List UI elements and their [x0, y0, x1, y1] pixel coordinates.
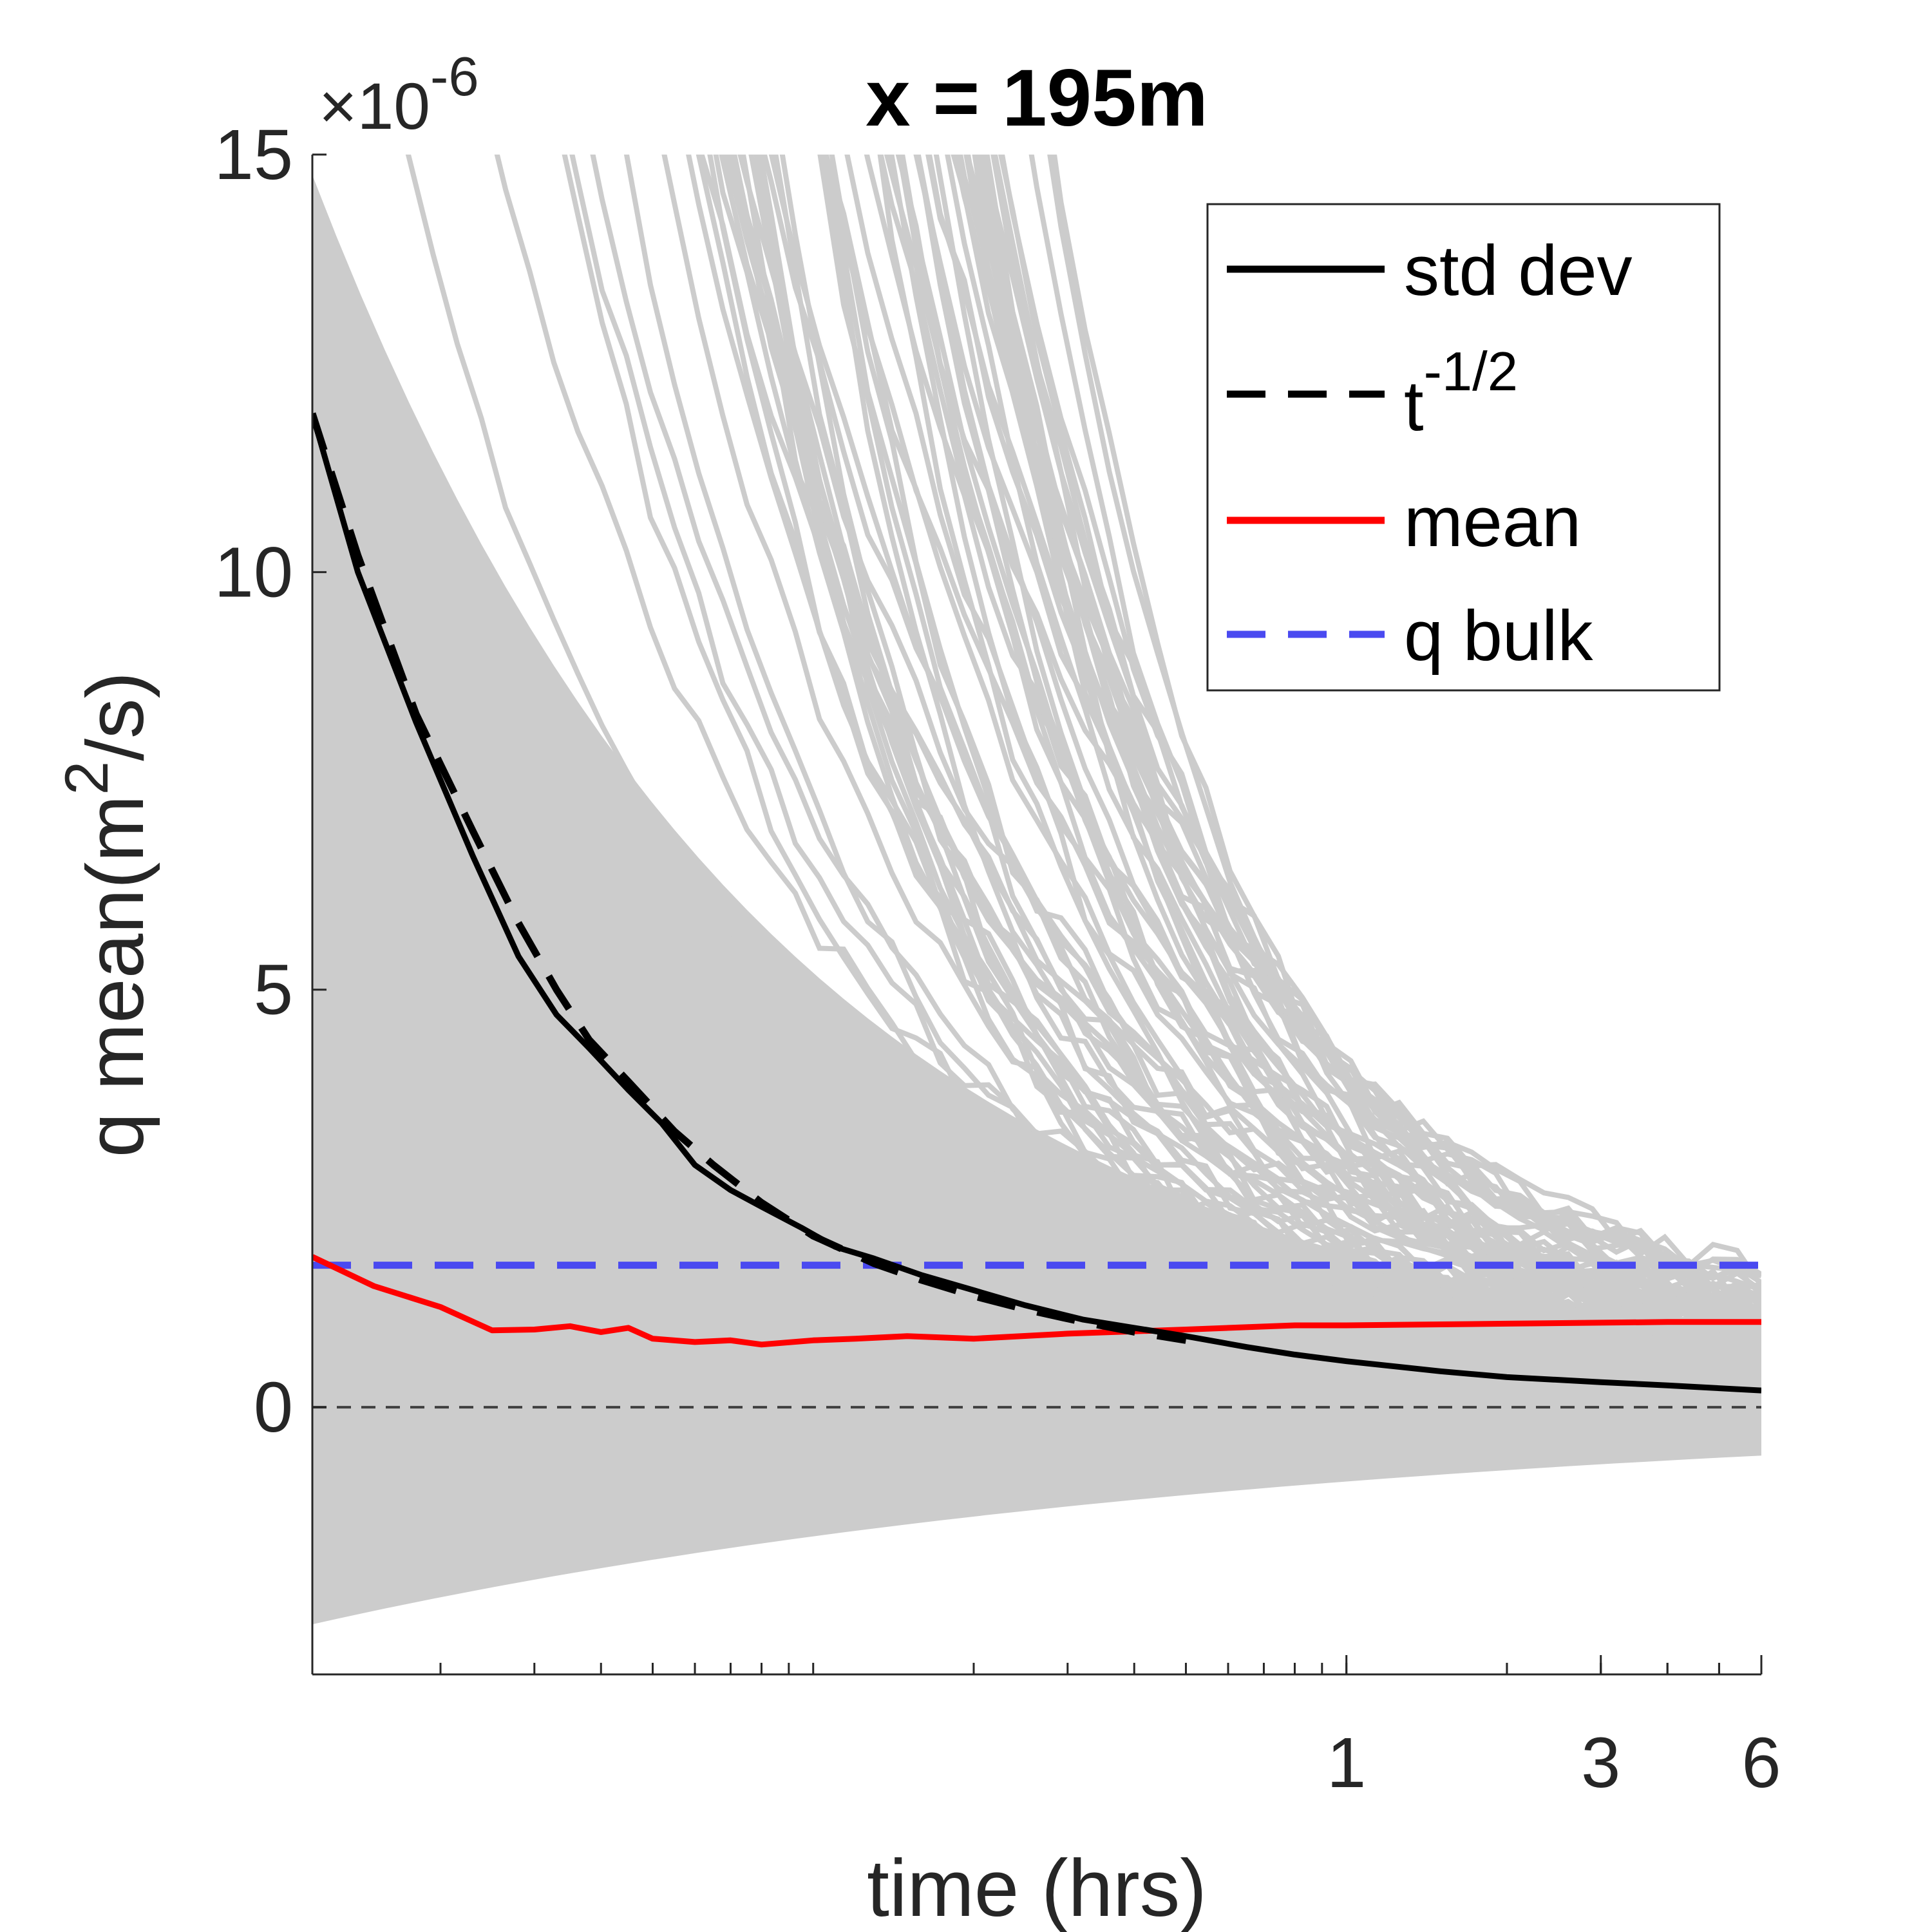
legend-entry-t-power: t-1/2	[1227, 341, 1518, 446]
axes	[311, 155, 1761, 1676]
series-mean	[312, 1254, 1761, 1348]
y-axis-exponent: ×10-6	[319, 46, 479, 143]
x-axis-label: time (hrs)	[867, 1844, 1207, 1932]
legend-box	[1206, 203, 1721, 692]
legend-t-base: t	[1404, 366, 1424, 446]
realization-line	[951, 155, 1761, 1285]
y-label-end: /s)	[71, 672, 160, 761]
realization-line	[990, 155, 1761, 1303]
realization-line	[913, 155, 1761, 1293]
legend-entry-std-dev: std dev	[1227, 231, 1633, 310]
realization-line	[895, 155, 1761, 1331]
realization-line	[779, 155, 1761, 1345]
realization-line	[623, 155, 1761, 1338]
x-tick-label: 6	[1741, 1723, 1781, 1803]
y-axis-label: q mean(m2/s)	[53, 672, 160, 1157]
series-std-dev	[312, 412, 1761, 1394]
realization-line	[900, 155, 1761, 1332]
y-tick-label: 5	[254, 951, 293, 1030]
y-tick-label: 0	[254, 1368, 293, 1447]
realization-line	[773, 155, 1761, 1349]
y-exponent-power: -6	[430, 46, 479, 108]
series-lines	[312, 412, 1761, 1409]
y-label-sup: 2	[53, 761, 121, 795]
ensemble-realizations	[312, 155, 1761, 1625]
realization-line	[1028, 155, 1761, 1318]
legend-t-sup: -1/2	[1424, 341, 1518, 402]
legend-label-std-dev: std dev	[1404, 231, 1633, 310]
ensemble-band	[312, 175, 1761, 1625]
x-tick-label: 1	[1327, 1723, 1366, 1803]
legend: std dev t-1/2 mean q bulk	[1206, 203, 1721, 692]
y-label-main: q mean(m	[71, 795, 160, 1158]
realization-line	[820, 155, 1761, 1349]
realization-line	[707, 155, 1761, 1341]
y-tick-label: 10	[214, 533, 293, 612]
legend-label-mean: mean	[1404, 482, 1581, 562]
x-tick-label: 3	[1581, 1723, 1620, 1803]
x-ticks: 1 3 6	[439, 1655, 1781, 1803]
realization-line	[981, 155, 1761, 1293]
chart-title: x = 195m	[866, 53, 1208, 143]
y-tick-label: 15	[214, 115, 293, 194]
legend-label-t-power: t-1/2	[1404, 341, 1518, 446]
y-ticks: 0 5 10 15	[214, 115, 327, 1447]
realization-line	[768, 155, 1761, 1328]
series-t-1-2	[312, 412, 1187, 1344]
realization-line	[963, 155, 1761, 1306]
legend-entry-mean: mean	[1227, 482, 1581, 562]
legend-entry-q-bulk: q bulk	[1227, 596, 1594, 676]
realization-line	[1052, 155, 1761, 1314]
legend-label-q-bulk: q bulk	[1404, 596, 1594, 676]
y-exponent-base: ×10	[319, 70, 430, 143]
realization-line	[925, 155, 1761, 1278]
